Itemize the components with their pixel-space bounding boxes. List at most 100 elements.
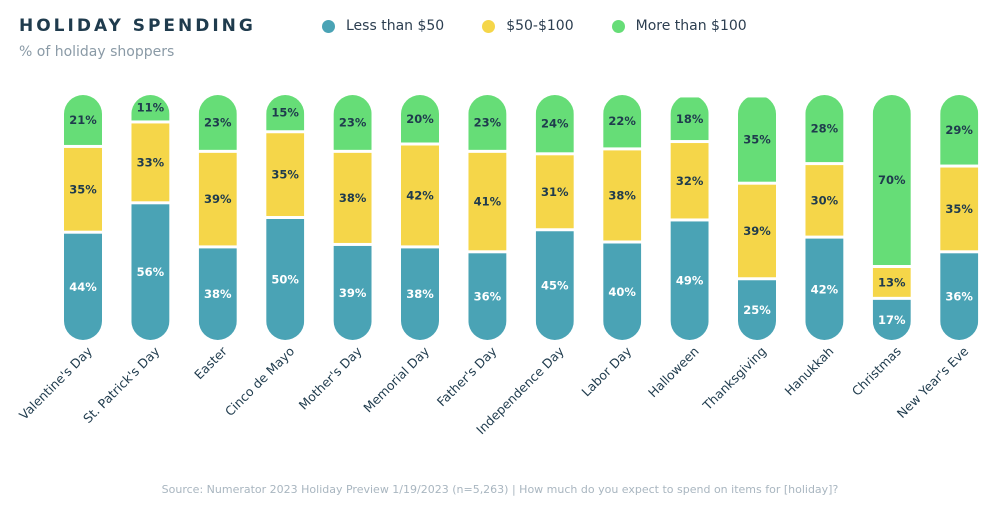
category-label-mother-s-day: Mother's Day <box>296 343 366 413</box>
legend-item-50-100: $50-$100 <box>482 18 574 34</box>
bar-segment-new-year-s-eve-less-than-50 <box>940 253 979 340</box>
data-label-labor-day-less-than-50: 40% <box>608 285 636 299</box>
bar-segment-father-s-day-more-than-100 <box>468 95 507 150</box>
bar-segment-hanukkah-more-than-100 <box>805 95 844 163</box>
data-label-memorial-day-less-than-50: 38% <box>406 287 434 301</box>
bar-segment-new-year-s-eve-50-100 <box>940 167 979 251</box>
bar-group-new-year-s-eve <box>940 95 979 340</box>
bar-segment-easter-less-than-50 <box>198 248 237 340</box>
data-label-cinco-de-mayo-more-than-100: 15% <box>271 106 299 120</box>
data-label-independence-day-50-100: 31% <box>541 185 569 199</box>
bar-segment-valentine-s-day-more-than-100 <box>64 95 102 145</box>
bar-segment-cinco-de-mayo-less-than-50 <box>266 219 305 340</box>
bar-group-independence-day <box>535 95 574 340</box>
data-label-independence-day-more-than-100: 24% <box>541 117 569 131</box>
legend: Less than $50 $50-$100 More than $100 <box>322 18 785 34</box>
data-label-new-year-s-eve-less-than-50: 36% <box>945 290 973 304</box>
data-label-hanukkah-more-than-100: 28% <box>811 122 839 136</box>
bar-segment-hanukkah-less-than-50 <box>805 238 844 340</box>
bar-segment-hanukkah-50-100 <box>805 165 844 236</box>
data-label-father-s-day-less-than-50: 36% <box>474 290 502 304</box>
bar-segment-independence-day-more-than-100 <box>535 95 574 153</box>
bar-group-hanukkah <box>805 95 844 340</box>
data-label-thanksgiving-more-than-100: 35% <box>743 133 771 147</box>
data-label-christmas-more-than-100: 70% <box>878 173 906 187</box>
legend-swatch-more-than-100 <box>611 19 625 33</box>
bar-segment-memorial-day-more-than-100 <box>401 95 439 143</box>
data-label-mother-s-day-more-than-100: 23% <box>339 115 367 129</box>
bar-group-thanksgiving <box>738 97 776 340</box>
bar-segment-father-s-day-50-100 <box>468 152 507 251</box>
bar-group-st-patrick-s-day <box>131 95 170 340</box>
category-label-labor-day: Labor Day <box>578 343 634 399</box>
data-label-thanksgiving-50-100: 39% <box>743 224 771 238</box>
bar-segment-valentine-s-day-50-100 <box>64 147 102 231</box>
bar-segment-easter-more-than-100 <box>198 95 237 150</box>
bar-segment-independence-day-less-than-50 <box>535 231 574 340</box>
bar-segment-christmas-more-than-100 <box>872 95 911 265</box>
bar-segment-thanksgiving-less-than-50 <box>738 280 776 340</box>
bar-segment-easter-50-100 <box>198 152 237 246</box>
chart-subtitle: % of holiday shoppers <box>19 44 175 60</box>
bar-segment-independence-day-50-100 <box>535 155 574 229</box>
data-label-valentine-s-day-more-than-100: 21% <box>69 113 97 127</box>
bar-group-cinco-de-mayo <box>266 95 305 340</box>
bar-group-memorial-day <box>401 95 439 340</box>
bar-segment-labor-day-less-than-50 <box>603 243 642 340</box>
data-label-easter-less-than-50: 38% <box>204 287 232 301</box>
source-note: Source: Numerator 2023 Holiday Preview 1… <box>161 483 839 496</box>
legend-swatch-50-100 <box>482 19 496 33</box>
category-label-memorial-day: Memorial Day <box>360 343 432 415</box>
category-label-halloween: Halloween <box>645 344 702 401</box>
data-label-father-s-day-more-than-100: 23% <box>474 115 502 129</box>
data-label-labor-day-50-100: 38% <box>608 188 636 202</box>
bar-segment-mother-s-day-50-100 <box>333 152 372 243</box>
legend-item-more-than-100: More than $100 <box>611 18 747 34</box>
data-label-christmas-less-than-50: 17% <box>878 313 906 327</box>
data-label-mother-s-day-50-100: 38% <box>339 191 367 205</box>
bar-segment-cinco-de-mayo-50-100 <box>266 133 305 216</box>
bar-group-labor-day <box>603 95 642 340</box>
data-label-thanksgiving-less-than-50: 25% <box>743 303 771 317</box>
bar-segment-thanksgiving-more-than-100 <box>738 97 776 182</box>
bar-group-mother-s-day <box>333 95 372 340</box>
category-label-christmas: Christmas <box>849 344 904 399</box>
data-label-new-year-s-eve-more-than-100: 29% <box>945 123 973 137</box>
data-label-memorial-day-more-than-100: 20% <box>406 112 434 126</box>
bar-segment-halloween-less-than-50 <box>670 221 709 340</box>
data-label-cinco-de-mayo-less-than-50: 50% <box>271 273 299 287</box>
bar-segment-cinco-de-mayo-more-than-100 <box>266 95 305 131</box>
bar-segment-christmas-less-than-50 <box>872 299 911 340</box>
bar-segment-st-patrick-s-day-less-than-50 <box>131 204 170 340</box>
bar-group-halloween <box>670 97 709 340</box>
chart-title: HOLIDAY SPENDING <box>19 16 256 36</box>
bar-segment-labor-day-50-100 <box>603 150 642 241</box>
legend-swatch-less-than-50 <box>322 19 335 33</box>
bar-group-valentine-s-day <box>64 95 102 340</box>
category-label-father-s-day: Father's Day <box>434 343 500 409</box>
data-label-easter-more-than-100: 23% <box>204 115 232 129</box>
data-label-hanukkah-less-than-50: 42% <box>811 282 839 296</box>
data-label-christmas-50-100: 13% <box>878 275 906 289</box>
data-label-halloween-less-than-50: 49% <box>676 274 704 288</box>
legend-label-more-than-100: More than $100 <box>635 18 747 34</box>
category-label-new-year-s-eve: New Year's Eve <box>894 343 972 421</box>
category-label-hanukkah: Hanukkah <box>782 344 837 399</box>
legend-item-less-than-50: Less than $50 <box>322 18 444 34</box>
data-label-halloween-50-100: 32% <box>676 174 704 188</box>
bar-group-christmas <box>872 95 911 340</box>
data-label-father-s-day-50-100: 41% <box>474 195 502 209</box>
category-label-thanksgiving: Thanksgiving <box>699 344 769 414</box>
bar-segment-new-year-s-eve-more-than-100 <box>940 95 979 165</box>
data-label-halloween-more-than-100: 18% <box>676 112 704 126</box>
data-label-independence-day-less-than-50: 45% <box>541 279 569 293</box>
bar-segment-mother-s-day-more-than-100 <box>333 95 372 150</box>
data-label-cinco-de-mayo-50-100: 35% <box>271 168 299 182</box>
bar-segment-memorial-day-less-than-50 <box>401 248 439 340</box>
data-label-labor-day-more-than-100: 22% <box>608 114 636 128</box>
bar-group-father-s-day <box>468 95 507 340</box>
bar-segment-mother-s-day-less-than-50 <box>333 245 372 340</box>
category-label-easter: Easter <box>191 343 230 382</box>
data-label-memorial-day-50-100: 42% <box>406 188 434 202</box>
